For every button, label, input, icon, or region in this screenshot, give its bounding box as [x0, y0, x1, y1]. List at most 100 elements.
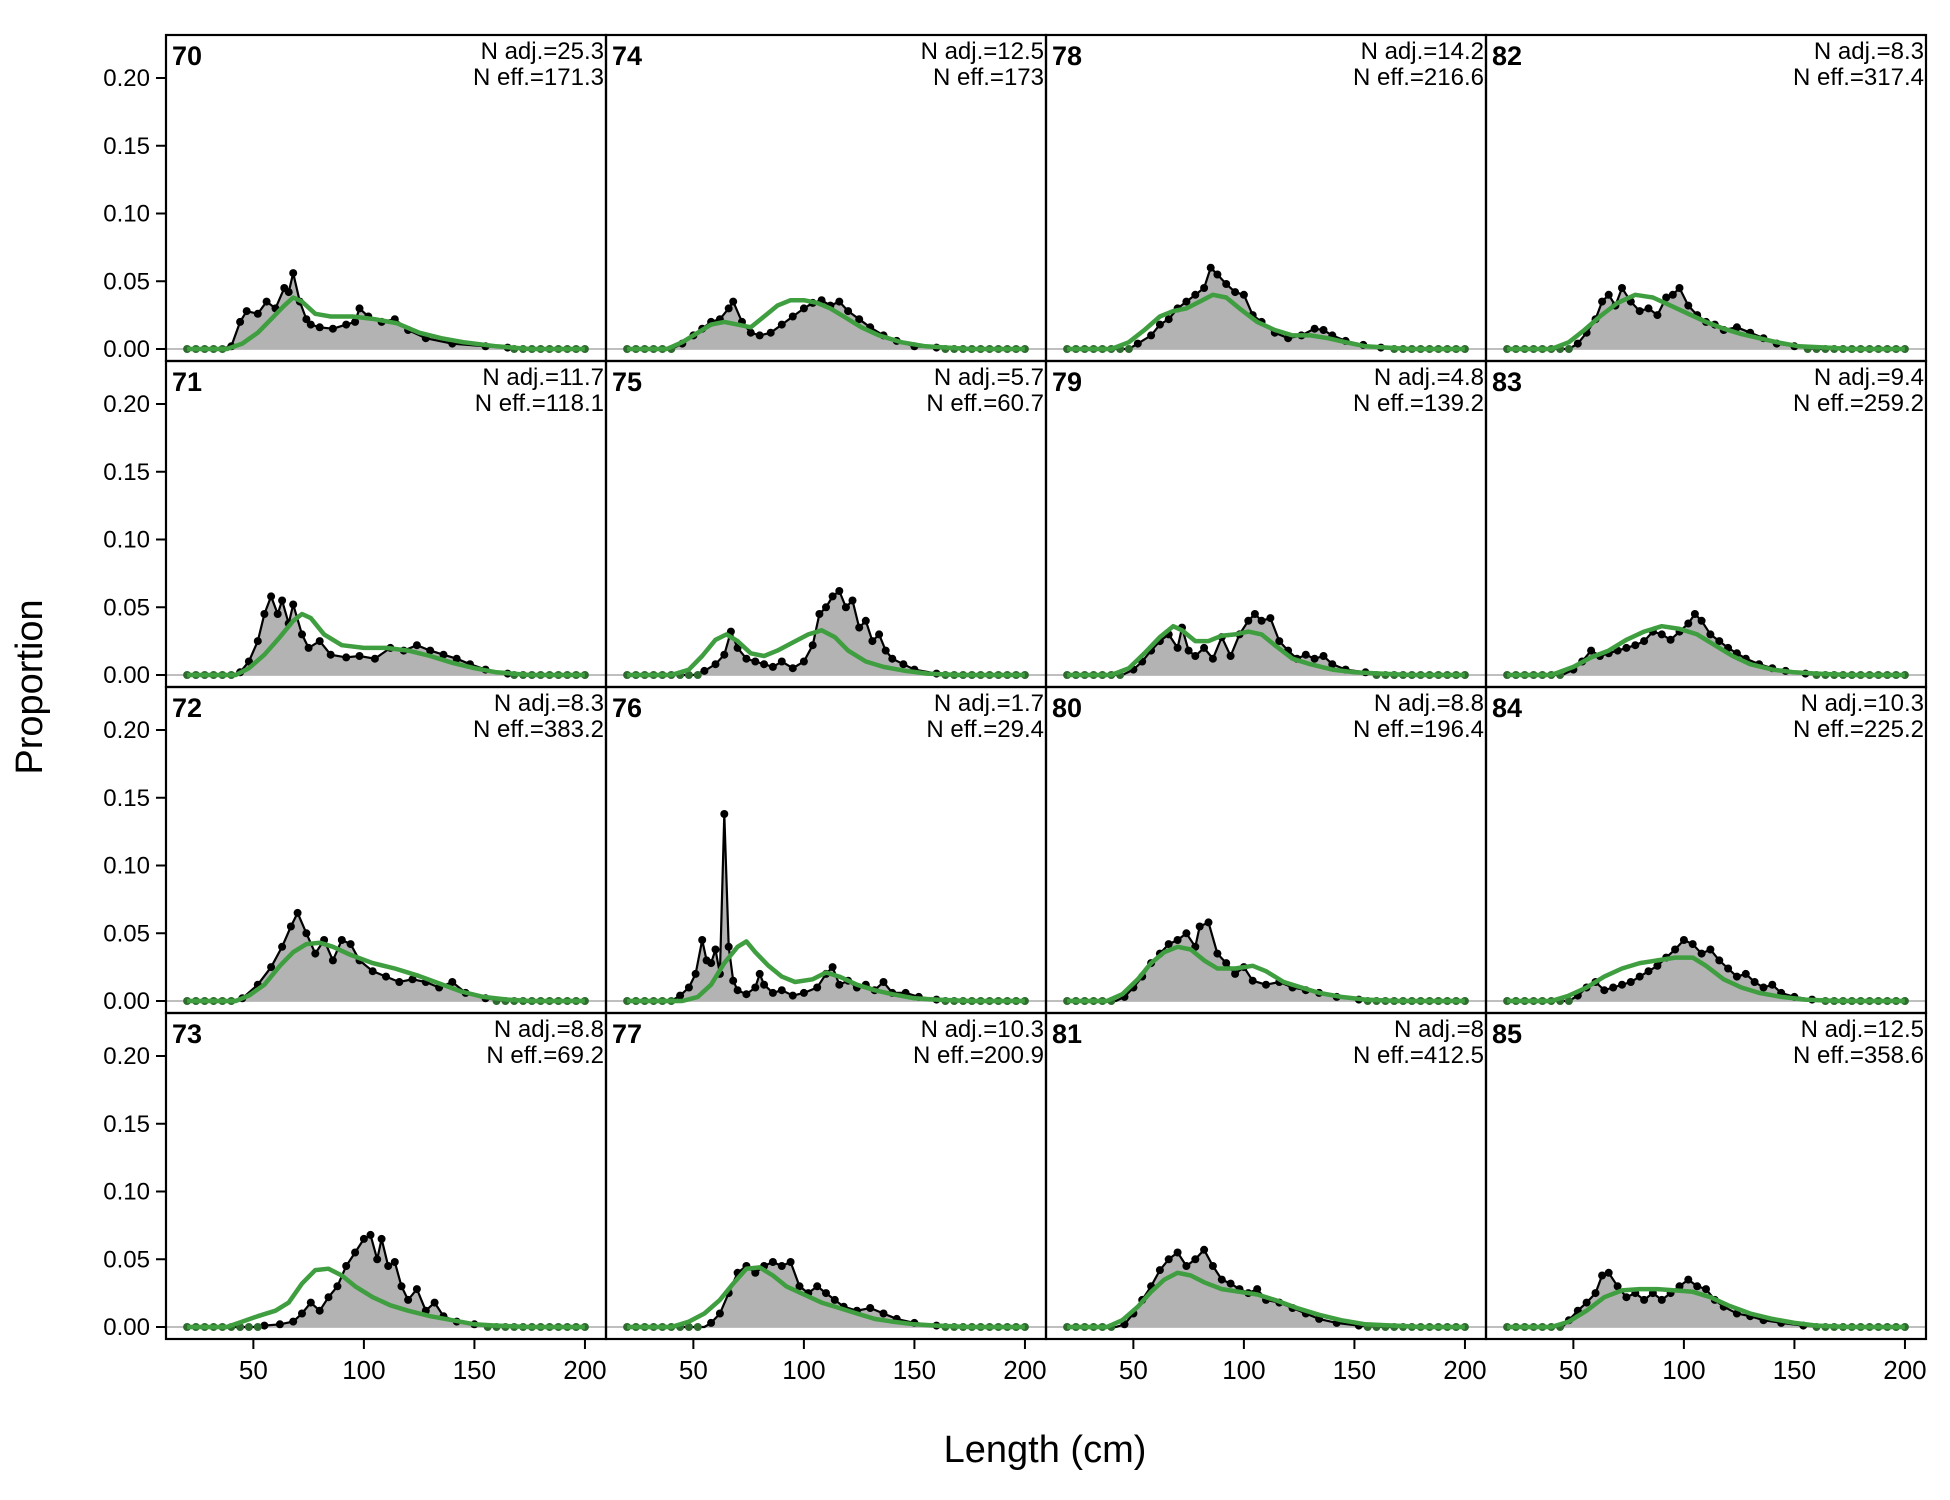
observed-point: [1613, 1282, 1622, 1291]
observed-point: [1239, 290, 1248, 299]
observed-point: [1231, 969, 1240, 978]
y-tick-label: 0.10: [103, 527, 150, 554]
observed-point: [298, 1309, 306, 1318]
observed-point: [1582, 1298, 1591, 1307]
observed-point: [698, 936, 707, 944]
observed-point: [866, 1304, 875, 1312]
observed-area: [187, 912, 585, 1001]
observed-point: [326, 650, 335, 659]
observed-point: [1693, 1282, 1702, 1291]
observed-point-zero: [1564, 997, 1573, 1005]
panel-year-label: 77: [612, 1019, 642, 1049]
observed-point: [1213, 949, 1222, 958]
observed-point: [298, 630, 306, 639]
y-tick-label: 0.15: [103, 785, 150, 812]
observed-point: [841, 603, 850, 612]
observed-point: [777, 657, 786, 666]
n-adj-label: N adj.=8.3: [494, 690, 604, 717]
x-tick-label: 150: [453, 1355, 496, 1385]
panel-border: [1484, 1011, 1928, 1341]
observed-point: [755, 331, 764, 340]
n-eff-label: N eff.=200.9: [913, 1042, 1044, 1069]
observed-point: [315, 1306, 324, 1315]
panel-year-label: 80: [1052, 693, 1082, 723]
expected-line: [187, 611, 585, 678]
observed-point: [315, 637, 324, 646]
observed-point: [822, 1289, 830, 1298]
observed-point: [306, 320, 315, 329]
observed-point: [711, 660, 720, 669]
observed-point: [720, 650, 729, 659]
panel-85: 85 N adj.=12.5N eff.=358.6: [1486, 1016, 1926, 1331]
observed-point-zero: [693, 1323, 702, 1331]
observed-point: [306, 1298, 315, 1307]
observed-point: [1226, 652, 1235, 660]
observed-point: [830, 1295, 839, 1304]
observed-point: [888, 654, 897, 663]
observed-point: [1217, 1275, 1226, 1284]
y-tick-label: 0.20: [103, 1043, 150, 1070]
expected-line: [627, 1265, 1025, 1330]
observed-point: [1266, 614, 1275, 623]
observed-point: [788, 312, 797, 321]
observed-point: [768, 988, 777, 997]
x-tick-label: 200: [1443, 1355, 1486, 1385]
observed-point: [700, 666, 709, 675]
n-eff-label: N eff.=29.4: [926, 716, 1044, 743]
observed-point: [1750, 978, 1759, 986]
observed-point: [377, 1234, 386, 1243]
observed-point: [1208, 654, 1217, 663]
x-tick-label: 100: [1662, 1355, 1705, 1385]
n-adj-label: N adj.=8.3: [1814, 38, 1924, 65]
y-tick-label: 0.10: [103, 1179, 150, 1206]
panel-year-label: 74: [612, 41, 642, 71]
observed-point-zero: [253, 1323, 262, 1331]
observed-point: [1666, 635, 1675, 644]
observed-point: [1213, 270, 1222, 279]
observed-point: [1587, 646, 1596, 655]
observed-point: [1191, 1255, 1200, 1264]
observed-point: [351, 1248, 360, 1257]
observed-point: [1618, 284, 1626, 292]
n-adj-label: N adj.=12.5: [921, 38, 1044, 65]
observed-point: [813, 983, 822, 992]
n-adj-label: N adj.=5.7: [934, 364, 1044, 391]
observed-point: [799, 988, 808, 997]
observed-point: [879, 1309, 888, 1318]
observed-point: [1653, 311, 1662, 320]
expected-line: [1507, 1286, 1905, 1330]
observed-point: [1301, 650, 1310, 659]
observed-point: [289, 600, 298, 609]
observed-area: [1067, 614, 1465, 675]
x-tick-label: 200: [1003, 1355, 1046, 1385]
observed-point: [1155, 320, 1164, 329]
panel-79: 79 N adj.=4.8N eff.=139.2: [1046, 364, 1486, 679]
observed-point: [1657, 630, 1666, 639]
observed-point: [1759, 983, 1768, 992]
observed-point: [1604, 290, 1613, 299]
observed-point: [253, 309, 262, 318]
expected-line: [627, 939, 1025, 1004]
observed-point: [333, 1282, 342, 1291]
observed-point: [1200, 1245, 1209, 1254]
observed-point: [1640, 1295, 1649, 1304]
observed-point: [1598, 1271, 1607, 1280]
y-tick-label: 0.05: [103, 920, 150, 947]
y-tick-label: 0.15: [103, 1111, 150, 1138]
n-adj-label: N adj.=10.3: [921, 1016, 1044, 1043]
observed-point: [260, 610, 269, 618]
observed-point: [1671, 945, 1680, 954]
panel-year-label: 84: [1492, 693, 1522, 723]
panel-76: 76 N adj.=1.7N eff.=29.4: [606, 690, 1046, 1005]
expected-line: [1067, 623, 1465, 678]
observed-point: [799, 304, 808, 313]
x-tick-label: 50: [239, 1355, 268, 1385]
n-adj-label: N adj.=8: [1394, 1016, 1484, 1043]
observed-point: [1182, 297, 1191, 306]
observed-point: [1675, 1282, 1684, 1291]
observed-point: [676, 991, 685, 1000]
axes-layer: 0.00 0.05 0.10 0.15 0.20 0.00 0.05 0.10 0.15 0.20…: [103, 33, 1928, 1385]
observed-point: [1679, 936, 1688, 944]
panel-year-label: 71: [172, 367, 202, 397]
observed-area: [1507, 614, 1905, 675]
